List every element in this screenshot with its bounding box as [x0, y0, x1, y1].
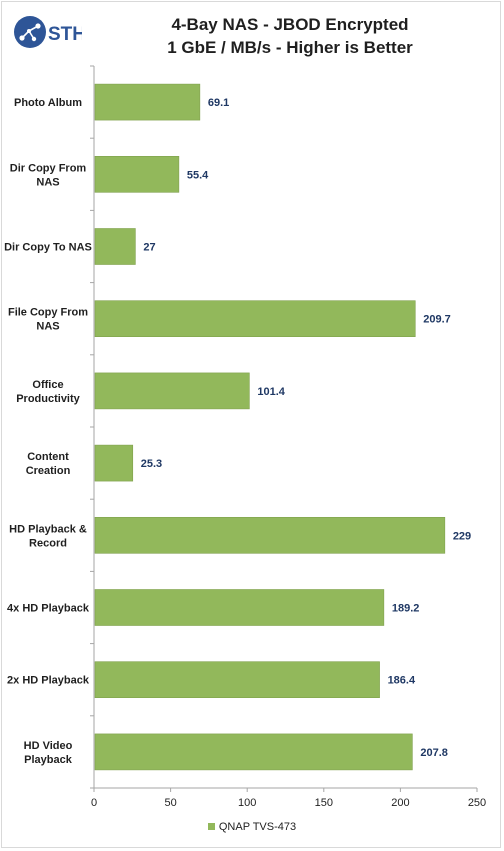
category-label-9: 2x HD Playback: [7, 675, 90, 687]
bar-10: [94, 733, 413, 771]
bar-9: [94, 661, 380, 699]
x-tick-label-4: 200: [391, 797, 409, 809]
value-label-9: 186.4: [388, 675, 416, 687]
value-label-5: 101.4: [257, 386, 285, 398]
value-label-6: 25.3: [141, 458, 162, 470]
value-label-2: 55.4: [187, 169, 209, 181]
value-label-3: 27: [143, 242, 155, 254]
category-label-7: HD Playback & Record: [9, 523, 87, 549]
value-label-8: 189.2: [392, 603, 420, 615]
value-label-7: 229: [453, 530, 471, 542]
bar-4: [94, 300, 416, 338]
bar-3: [94, 228, 136, 265]
value-label-4: 209.7: [423, 314, 451, 326]
bar-2: [94, 156, 180, 193]
bar-1: [94, 83, 201, 121]
x-tick-label-0: 0: [91, 797, 97, 809]
x-tick-label-5: 250: [468, 797, 486, 809]
category-label-4: File Copy From NAS: [8, 307, 88, 333]
x-axis-group: 0 50 100 150 200 250: [90, 65, 486, 809]
category-label-6: Content Creation: [26, 451, 71, 477]
bar-5: [94, 372, 250, 410]
logo-text: STH: [48, 24, 82, 45]
category-label-1: Photo Album: [14, 97, 82, 109]
chart-subtitle: 1 GbE / MB/s - Higher is Better: [167, 38, 413, 57]
chart-title: 4-Bay NAS - JBOD Encrypted: [171, 15, 409, 34]
category-label-2: Dir Copy From NAS: [10, 162, 87, 188]
bar-6: [94, 444, 134, 482]
value-label-1: 69.1: [208, 97, 229, 109]
category-labels-group: Photo Album Dir Copy From NAS Dir Copy To N…: [4, 97, 92, 766]
x-tick-label-1: 50: [164, 797, 176, 809]
category-label-8: 4x HD Playback: [7, 603, 90, 615]
bars-group: [94, 83, 446, 771]
sth-network-logo-icon: STH: [14, 16, 82, 48]
category-label-5: Office Productivity: [16, 379, 80, 405]
value-label-10: 207.8: [420, 747, 448, 759]
bar-8: [94, 589, 385, 626]
category-label-10: HD Video Playback: [24, 740, 73, 766]
legend-label: QNAP TVS-473: [218, 821, 297, 833]
x-tick-label-3: 150: [315, 797, 333, 809]
legend: QNAP TVS-473: [0, 821, 504, 833]
bar-7: [94, 516, 446, 554]
value-labels-group: 69.1 55.4 27 209.7 101.4 25.3 229 189.2 186.4 207…: [141, 97, 471, 759]
x-tick-label-2: 100: [238, 797, 256, 809]
legend-swatch: [207, 822, 215, 830]
category-label-3: Dir Copy To NAS: [4, 242, 92, 254]
